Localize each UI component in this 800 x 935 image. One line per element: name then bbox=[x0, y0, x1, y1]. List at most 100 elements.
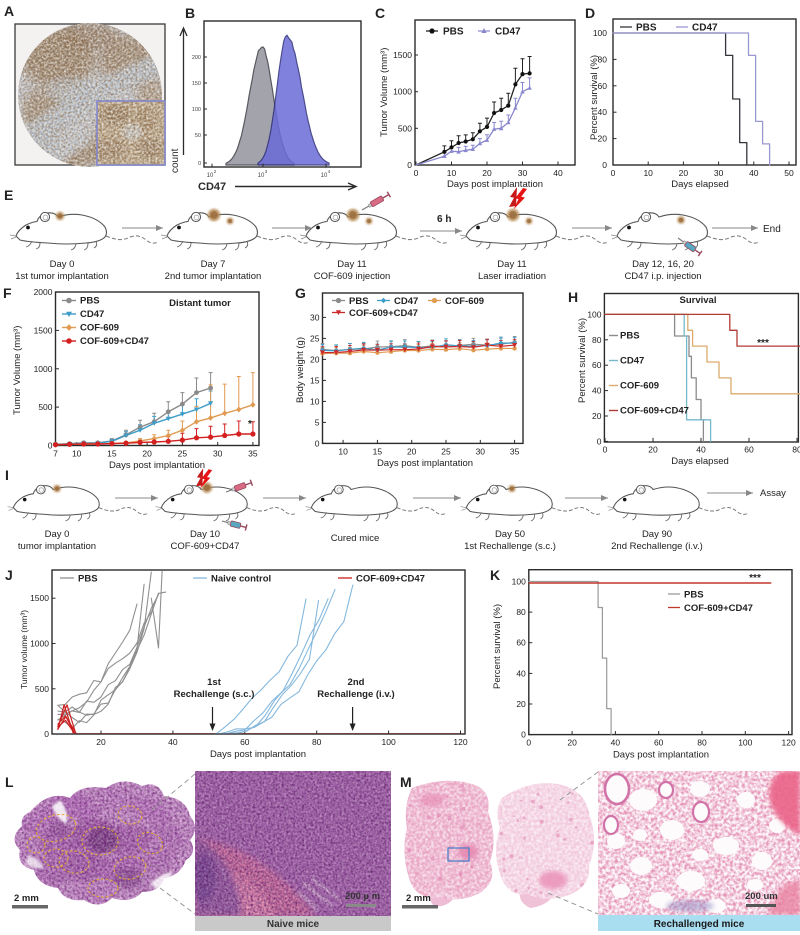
svg-text:20: 20 bbox=[482, 168, 492, 178]
svg-text:COF-609: COF-609 bbox=[445, 296, 484, 307]
svg-text:2nd: 2nd bbox=[348, 677, 365, 688]
svg-text:100: 100 bbox=[192, 107, 201, 113]
svg-text:1st Rechallenge (s.c.): 1st Rechallenge (s.c.) bbox=[464, 541, 556, 552]
svg-text:50: 50 bbox=[195, 133, 201, 139]
svg-text:20: 20 bbox=[567, 738, 577, 748]
svg-text:500: 500 bbox=[398, 123, 412, 133]
svg-text:1st: 1st bbox=[207, 677, 222, 688]
svg-text:5: 5 bbox=[315, 417, 320, 427]
svg-text:Laser irradiation: Laser irradiation bbox=[478, 271, 546, 282]
svg-text:I: I bbox=[5, 467, 9, 483]
svg-text:Rechallenged mice: Rechallenged mice bbox=[654, 919, 745, 930]
svg-text:End: End bbox=[763, 224, 781, 235]
svg-text:30: 30 bbox=[213, 449, 223, 459]
svg-text:Rechallenge (i.v.): Rechallenge (i.v.) bbox=[317, 689, 394, 700]
svg-text:20: 20 bbox=[516, 699, 526, 709]
svg-text:10: 10 bbox=[207, 173, 214, 179]
svg-text:20: 20 bbox=[142, 449, 152, 459]
svg-text:40: 40 bbox=[592, 386, 602, 396]
svg-text:PBS: PBS bbox=[80, 296, 100, 307]
svg-text:0: 0 bbox=[407, 160, 412, 170]
svg-text:40: 40 bbox=[553, 168, 563, 178]
svg-text:COF-609: COF-609 bbox=[80, 323, 119, 334]
svg-text:120: 120 bbox=[453, 737, 467, 747]
svg-text:0: 0 bbox=[603, 445, 608, 455]
svg-text:0: 0 bbox=[315, 438, 320, 448]
svg-text:COF-609+CD47: COF-609+CD47 bbox=[684, 603, 753, 614]
svg-text:COF-609+CD47: COF-609+CD47 bbox=[356, 574, 425, 585]
svg-text:25: 25 bbox=[441, 447, 451, 457]
svg-text:Days post implantation: Days post implantation bbox=[377, 458, 473, 469]
svg-text:2nd tumor implantation: 2nd tumor implantation bbox=[165, 271, 262, 282]
svg-text:20: 20 bbox=[648, 445, 658, 455]
svg-text:Rechallenge (s.c.): Rechallenge (s.c.) bbox=[174, 689, 255, 700]
svg-text:Days post implantation: Days post implantation bbox=[613, 750, 709, 761]
svg-text:0: 0 bbox=[526, 738, 531, 748]
svg-text:1st tumor implantation: 1st tumor implantation bbox=[15, 271, 108, 282]
svg-text:100: 100 bbox=[587, 309, 601, 319]
svg-text:Percent survival (%): Percent survival (%) bbox=[589, 55, 600, 140]
svg-text:PBS: PBS bbox=[443, 27, 464, 38]
svg-text:2 mm: 2 mm bbox=[406, 893, 431, 904]
svg-text:A: A bbox=[4, 3, 14, 19]
svg-text:CD47: CD47 bbox=[198, 181, 226, 193]
svg-text:COF-609+CD47: COF-609+CD47 bbox=[80, 336, 149, 347]
svg-text:Day 11: Day 11 bbox=[337, 259, 366, 270]
svg-text:2000: 2000 bbox=[34, 287, 53, 297]
svg-text:40: 40 bbox=[749, 168, 759, 178]
svg-text:60: 60 bbox=[654, 738, 664, 748]
svg-text:F: F bbox=[3, 285, 12, 301]
svg-text:Days post implantation: Days post implantation bbox=[109, 460, 205, 471]
svg-text:1500: 1500 bbox=[393, 50, 412, 60]
svg-text:10: 10 bbox=[447, 168, 457, 178]
svg-text:60: 60 bbox=[598, 81, 608, 91]
svg-text:3: 3 bbox=[265, 169, 268, 174]
svg-text:200 µ m: 200 µ m bbox=[345, 891, 380, 902]
svg-text:80: 80 bbox=[592, 335, 602, 345]
svg-text:Tumor Volume (mm³): Tumor Volume (mm³) bbox=[12, 326, 23, 415]
svg-text:0: 0 bbox=[597, 436, 602, 446]
svg-text:Body weight (g): Body weight (g) bbox=[295, 337, 306, 403]
svg-text:20: 20 bbox=[679, 168, 689, 178]
svg-text:2nd Rechallenge (i.v.): 2nd Rechallenge (i.v.) bbox=[611, 541, 703, 552]
svg-text:CD47: CD47 bbox=[394, 296, 418, 307]
svg-text:60: 60 bbox=[516, 638, 526, 648]
svg-text:1500: 1500 bbox=[30, 593, 49, 603]
svg-text:120: 120 bbox=[782, 738, 796, 748]
svg-text:20: 20 bbox=[592, 411, 602, 421]
svg-text:CD47: CD47 bbox=[620, 356, 644, 367]
svg-text:10: 10 bbox=[258, 173, 265, 179]
svg-text:PBS: PBS bbox=[684, 590, 704, 601]
svg-text:30: 30 bbox=[310, 312, 320, 322]
svg-text:60: 60 bbox=[592, 360, 602, 370]
svg-text:L: L bbox=[5, 774, 14, 790]
svg-text:COF-609 injection: COF-609 injection bbox=[314, 271, 391, 282]
svg-text:15: 15 bbox=[107, 449, 117, 459]
svg-text:20: 20 bbox=[598, 134, 608, 144]
svg-text:CD47 i.p. injection: CD47 i.p. injection bbox=[624, 271, 701, 282]
svg-text:100: 100 bbox=[512, 577, 526, 587]
svg-text:Day 90: Day 90 bbox=[642, 529, 672, 540]
svg-text:200 um: 200 um bbox=[745, 891, 778, 902]
svg-text:4: 4 bbox=[328, 169, 331, 174]
svg-text:CD47: CD47 bbox=[692, 23, 718, 34]
svg-text:C: C bbox=[375, 5, 385, 21]
svg-text:6 h: 6 h bbox=[437, 214, 451, 225]
svg-text:2: 2 bbox=[214, 169, 217, 174]
svg-text:80: 80 bbox=[697, 738, 707, 748]
svg-text:25: 25 bbox=[178, 449, 188, 459]
svg-text:0: 0 bbox=[44, 729, 49, 739]
svg-text:Days post implantation: Days post implantation bbox=[210, 749, 306, 760]
svg-text:Naive control: Naive control bbox=[211, 574, 271, 585]
svg-text:30: 30 bbox=[714, 168, 724, 178]
svg-text:Day 0: Day 0 bbox=[50, 259, 75, 270]
svg-text:COF-609: COF-609 bbox=[620, 381, 659, 392]
svg-text:Day 10: Day 10 bbox=[190, 529, 220, 540]
svg-text:Day 12, 16, 20: Day 12, 16, 20 bbox=[632, 259, 694, 270]
svg-text:10: 10 bbox=[321, 173, 328, 179]
svg-text:1000: 1000 bbox=[393, 87, 412, 97]
svg-text:Assay: Assay bbox=[760, 488, 786, 499]
svg-text:Percent survival (%): Percent survival (%) bbox=[577, 318, 588, 403]
svg-text:80: 80 bbox=[792, 445, 800, 455]
svg-text:80: 80 bbox=[598, 54, 608, 64]
